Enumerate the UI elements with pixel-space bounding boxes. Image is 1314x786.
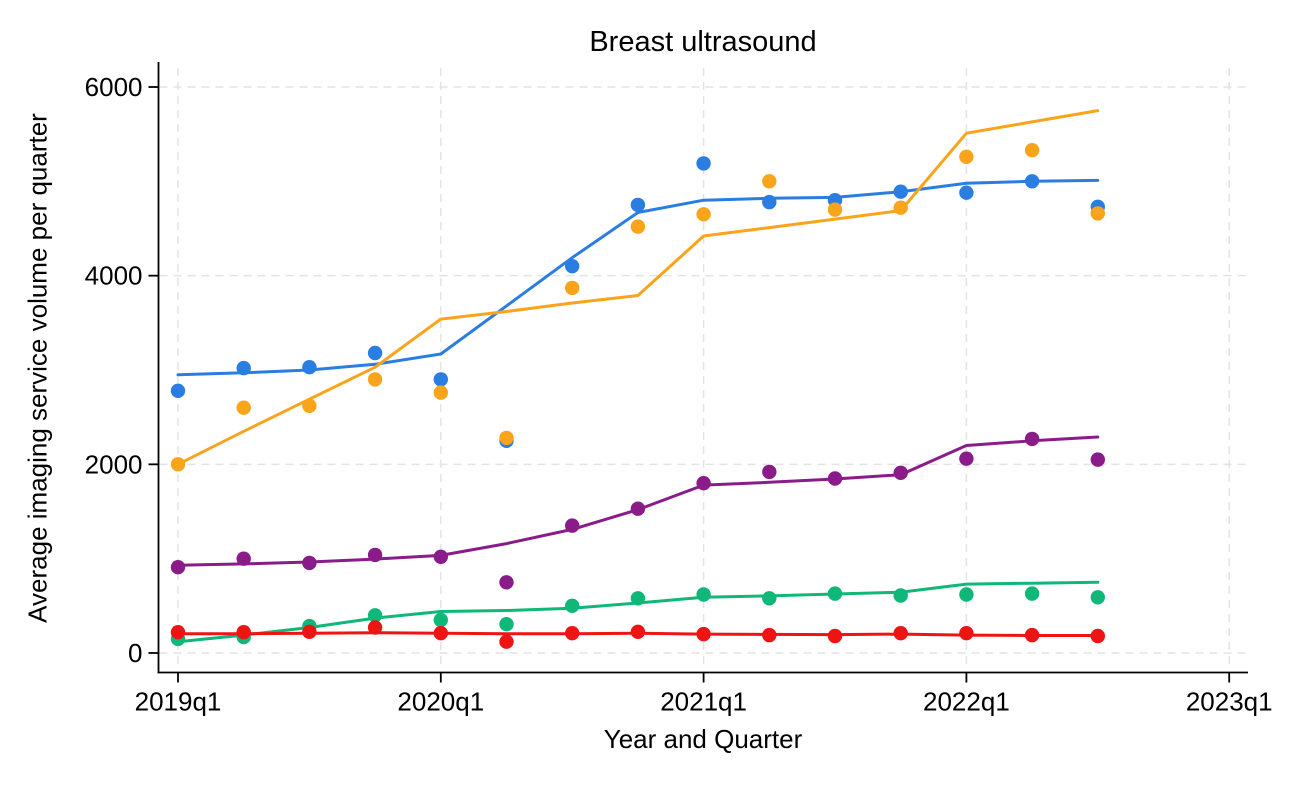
series-orange-points-marker [959,149,974,164]
x-tick-label: 2023q1 [1186,687,1273,717]
series-blue-points-marker [1024,174,1040,189]
series-blue-points-marker [170,383,186,398]
series-purple-points-marker [367,547,383,563]
series-orange-points-marker [302,398,317,413]
series-red-points-marker [959,626,974,641]
series-green-points-marker [433,612,448,628]
series-red-points-marker [827,628,843,644]
series-orange-points-marker [893,200,908,215]
series-orange-points-marker [565,280,580,296]
series-red-points-marker [236,625,251,640]
series-orange-points-marker [1024,143,1040,158]
series-purple-points-marker [893,465,908,480]
y-tick-label: 6000 [85,72,143,102]
x-tick-label: 2019q1 [135,687,222,717]
series-red-points-marker [893,626,908,641]
series-orange-points-marker [367,372,383,387]
series-red-points-marker [762,627,777,643]
x-tick-label: 2020q1 [397,687,484,717]
series-blue-points-marker [236,360,251,376]
series-blue-points-marker [367,345,383,361]
series-orange-points-marker [827,202,843,217]
series-green-points-marker [696,587,711,602]
series-green-points-marker [499,617,514,632]
series-blue-points-marker [433,372,448,387]
series-red-points-marker [367,620,383,635]
series-blue-points-marker [302,360,317,375]
series-green-points-marker [630,591,646,606]
y-tick-label: 4000 [85,261,143,291]
series-red-points-marker [696,626,711,642]
series-orange-points [170,143,1106,472]
axes: 0 2000 4000 6000 2019q1 2020q1 2021q1 2022q1 202… [85,62,1273,717]
y-tick-label: 0 [128,638,142,668]
series-purple-points-marker [696,476,711,491]
series-orange-points-marker [1090,206,1106,221]
series-orange-points-marker [499,430,514,446]
series-orange-points-marker [630,219,646,234]
series-orange-points-marker [170,457,186,472]
series-red-points-marker [1090,628,1106,644]
series-green-points-marker [893,588,908,603]
series-red-points-marker [565,626,580,641]
series-purple-points-marker [302,555,317,571]
series-blue-points-marker [762,194,777,210]
series-purple-points-marker [959,451,974,466]
series-orange-points-marker [696,207,711,222]
x-tick-label: 2022q1 [923,687,1010,717]
series-green-points-marker [959,587,974,602]
series-blue-points-marker [696,156,711,171]
series-red-points [170,620,1106,649]
series-blue-points-marker [959,185,974,200]
series-blue-points-marker [565,259,580,274]
series-orange-points-marker [762,174,777,189]
series-blue-trend [176,178,1100,377]
series-group [170,109,1106,649]
series-purple-points-marker [1024,431,1040,447]
series-purple-points-marker [762,464,777,480]
series-green-points-marker [827,586,843,601]
series-red-points-marker [1024,627,1040,643]
chart-title: Breast ultrasound [589,26,817,58]
series-red-points-marker [170,625,186,640]
series-purple-points [170,431,1106,590]
series-purple-points-marker [565,518,580,533]
series-red-points-marker [499,634,514,649]
series-red-points-marker [302,624,317,639]
series-green-points-marker [762,591,777,606]
series-purple-points-marker [236,551,251,566]
series-orange-points-marker [433,385,448,400]
series-orange-trend [176,109,1100,466]
series-green-points-marker [367,608,383,623]
y-tick-label: 2000 [85,449,143,479]
series-purple-points-marker [827,471,843,486]
series-red-points-marker [630,624,646,639]
series-red-points-marker [433,626,448,641]
series-purple-points-marker [499,575,514,590]
x-axis-label: Year and Quarter [603,724,803,754]
series-green-points-marker [1090,590,1106,605]
series-green-points-marker [1024,586,1040,601]
series-orange-points-marker [236,400,251,415]
series-purple-points-marker [170,560,186,575]
series-green-points-marker [565,598,580,613]
gridlines [159,68,1248,668]
series-blue-points-marker [630,197,646,213]
series-purple-points-marker [433,549,448,564]
x-tick-label: 2021q1 [660,687,747,717]
series-blue-points-marker [893,184,908,199]
series-purple-points-marker [1090,452,1106,467]
series-purple-points-marker [630,501,646,516]
